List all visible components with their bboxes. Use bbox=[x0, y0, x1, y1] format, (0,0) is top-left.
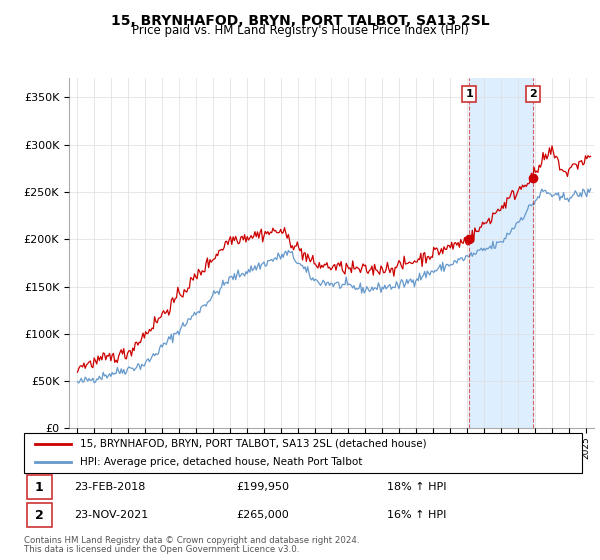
Text: £265,000: £265,000 bbox=[236, 510, 289, 520]
Bar bbox=[27, 503, 52, 527]
Bar bbox=[469, 78, 533, 428]
Bar bbox=[27, 475, 52, 499]
Text: 2: 2 bbox=[35, 508, 44, 522]
Text: Price paid vs. HM Land Registry's House Price Index (HPI): Price paid vs. HM Land Registry's House … bbox=[131, 24, 469, 37]
Text: 23-NOV-2021: 23-NOV-2021 bbox=[74, 510, 148, 520]
Text: 1: 1 bbox=[35, 480, 44, 494]
Text: 1: 1 bbox=[466, 89, 473, 99]
Text: 15, BRYNHAFOD, BRYN, PORT TALBOT, SA13 2SL: 15, BRYNHAFOD, BRYN, PORT TALBOT, SA13 2… bbox=[110, 14, 490, 28]
Text: 18% ↑ HPI: 18% ↑ HPI bbox=[387, 482, 446, 492]
Text: HPI: Average price, detached house, Neath Port Talbot: HPI: Average price, detached house, Neat… bbox=[80, 458, 362, 467]
Text: 15, BRYNHAFOD, BRYN, PORT TALBOT, SA13 2SL (detached house): 15, BRYNHAFOD, BRYN, PORT TALBOT, SA13 2… bbox=[80, 439, 427, 449]
Text: Contains HM Land Registry data © Crown copyright and database right 2024.: Contains HM Land Registry data © Crown c… bbox=[24, 536, 359, 545]
Text: 16% ↑ HPI: 16% ↑ HPI bbox=[387, 510, 446, 520]
Text: £199,950: £199,950 bbox=[236, 482, 289, 492]
Text: 23-FEB-2018: 23-FEB-2018 bbox=[74, 482, 146, 492]
Text: 2: 2 bbox=[529, 89, 537, 99]
Text: This data is licensed under the Open Government Licence v3.0.: This data is licensed under the Open Gov… bbox=[24, 545, 299, 554]
